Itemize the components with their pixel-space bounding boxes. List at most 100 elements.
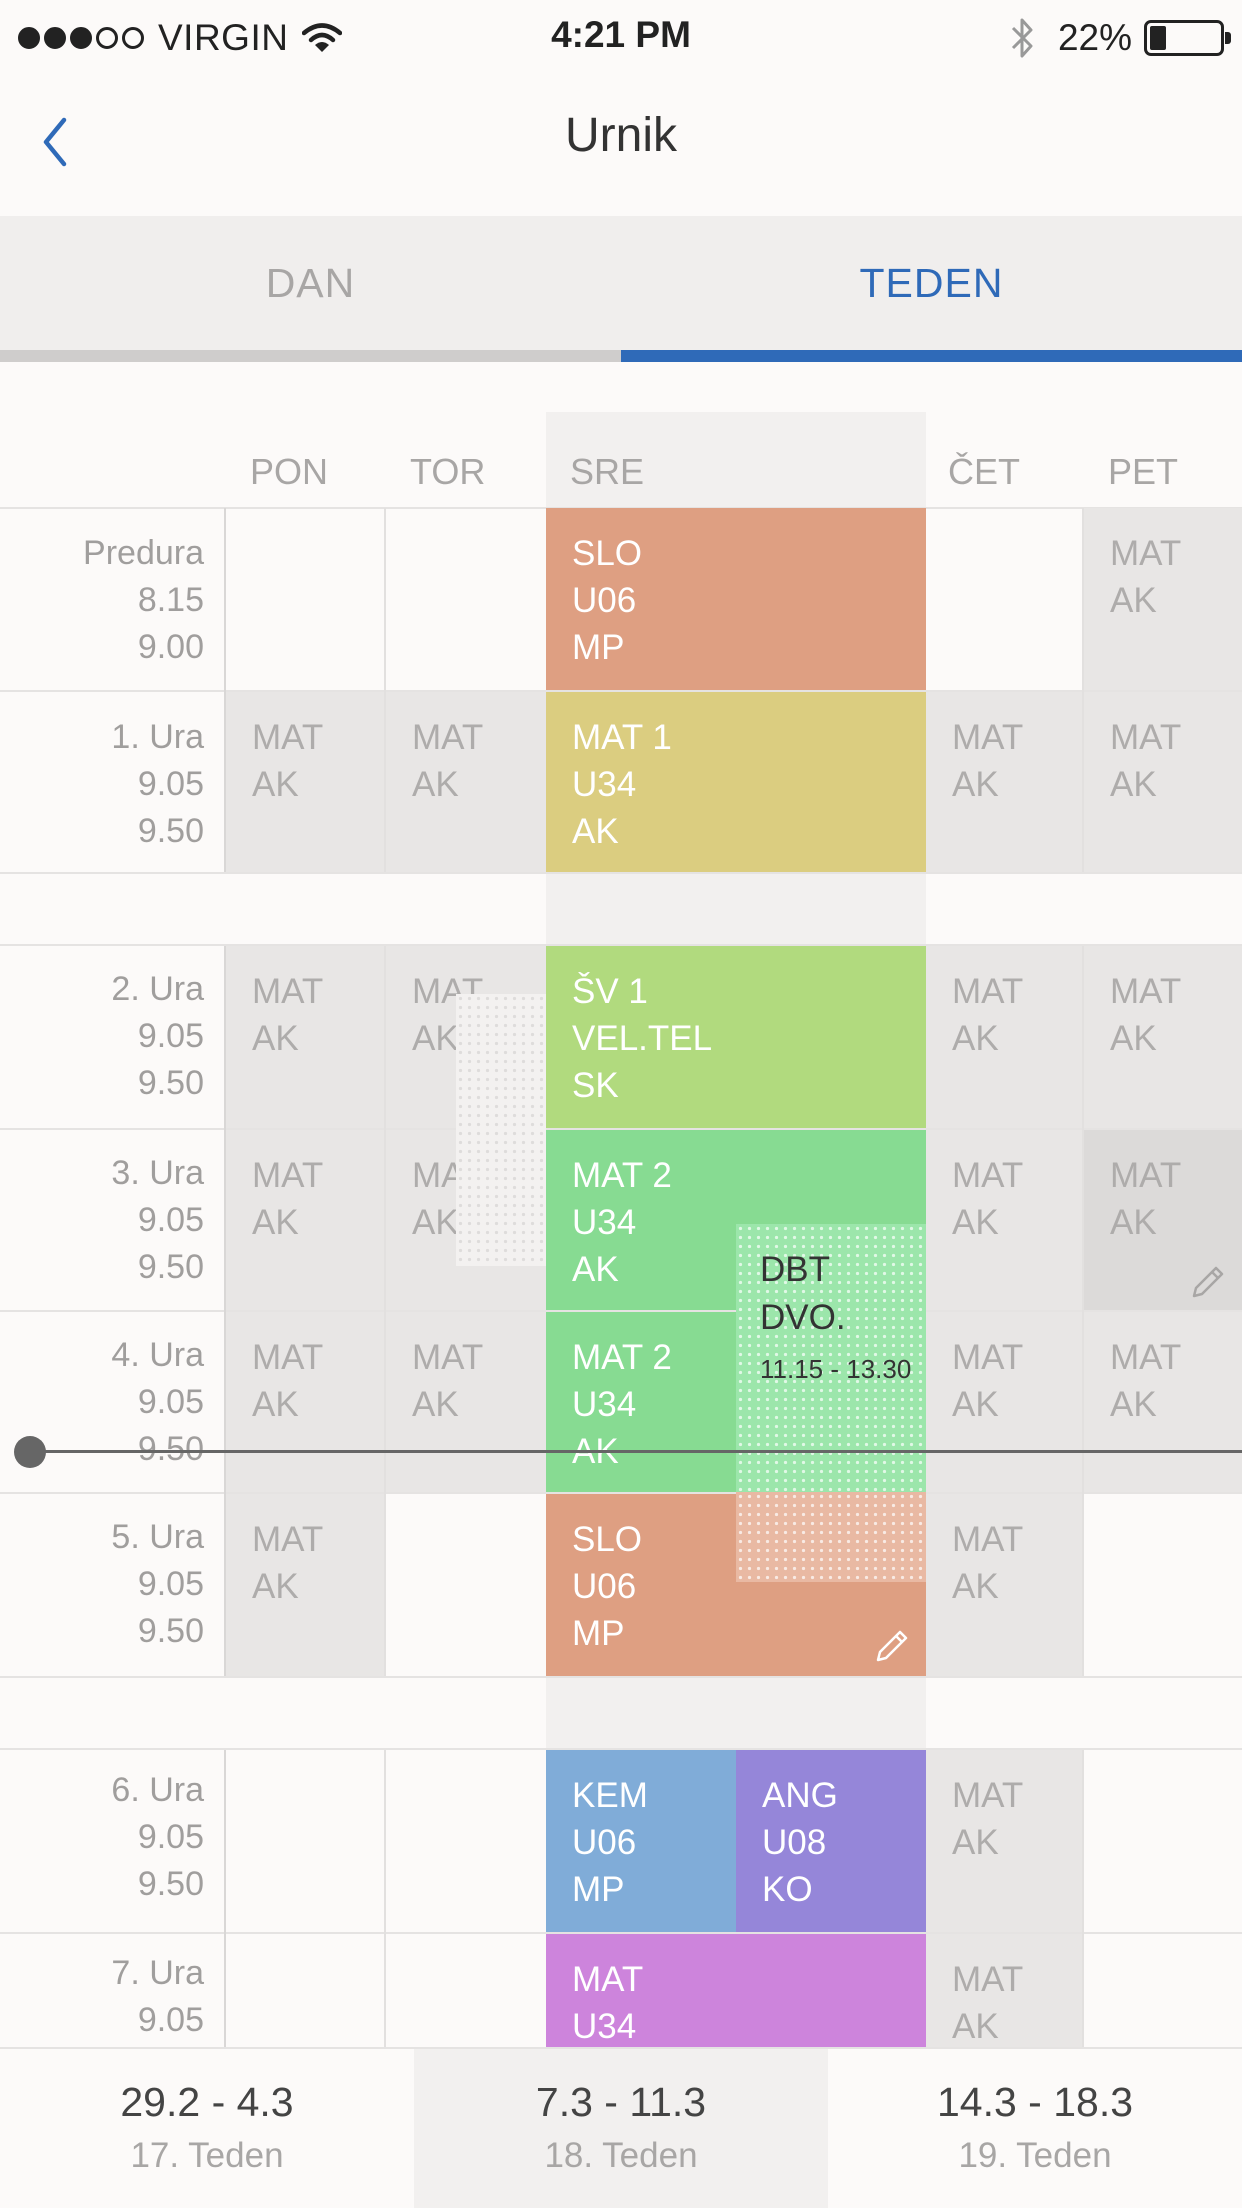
cell-room: U06 — [572, 1567, 637, 1606]
cell-teacher: AK — [252, 1567, 299, 1606]
period-end: 9.50 — [137, 1064, 204, 1102]
nav-bar: Urnik — [0, 74, 1242, 216]
period-label: 2. Ura 9.05 9.50 — [0, 966, 204, 1107]
period-start: 9.05 — [137, 1565, 204, 1603]
overlay-room: DVO. — [760, 1298, 846, 1337]
cell-subject: MAT — [252, 718, 324, 757]
period-end: 9.50 — [137, 1430, 204, 1468]
grid-line — [384, 1750, 386, 2047]
cell-teacher: AK — [952, 1385, 999, 1424]
cell-subject: MAT — [572, 1960, 644, 1999]
overlay-lesson-dbt[interactable]: DBT DVO. 11.15 - 13.30 — [736, 1224, 926, 1582]
cell-subject: MAT — [952, 972, 1024, 1011]
lesson-cell[interactable]: MAT AK — [926, 1750, 1082, 1932]
week-selector: 29.2 - 4.3 17. Teden 7.3 - 11.3 18. Tede… — [0, 2047, 1242, 2208]
lesson-cell[interactable]: MAT AK — [386, 1312, 546, 1492]
grid-line — [384, 508, 386, 872]
cell-subject: MAT — [252, 1338, 324, 1377]
period-end: 9.00 — [137, 628, 204, 666]
cell-teacher: AK — [1110, 1385, 1157, 1424]
period-name: 1. Ura — [111, 718, 204, 756]
lesson-cell-sv1[interactable]: ŠV 1 VEL.TEL SK — [546, 946, 926, 1128]
back-button[interactable] — [30, 102, 110, 182]
week-19[interactable]: 14.3 - 18.3 19. Teden — [828, 2049, 1242, 2208]
drag-placeholder — [456, 994, 546, 1266]
lesson-cell[interactable]: MAT AK — [1084, 946, 1242, 1128]
week-range: 7.3 - 11.3 — [535, 2079, 707, 2125]
week-label: 17. Teden — [130, 2136, 284, 2175]
current-time-dot — [14, 1436, 46, 1468]
week-17[interactable]: 29.2 - 4.3 17. Teden — [0, 2049, 414, 2208]
lesson-cell[interactable]: MAT AK — [1084, 692, 1242, 872]
status-time: 4:21 PM — [551, 14, 691, 55]
period-name: 4. Ura — [111, 1336, 204, 1374]
period-name: 7. Ura — [111, 1954, 204, 1992]
cell-subject: ANG — [762, 1776, 838, 1815]
lesson-cell[interactable]: MAT AK — [926, 1312, 1082, 1492]
period-end: 9.50 — [137, 812, 204, 850]
period-start: 9.05 — [137, 1201, 204, 1239]
period-end: 9.50 — [137, 1865, 204, 1903]
lesson-cell-mat1[interactable]: MAT 1 U34 AK — [546, 692, 926, 872]
lesson-cell[interactable]: MAT AK — [226, 946, 384, 1128]
cell-subject: MAT — [952, 718, 1024, 757]
period-name: Predura — [83, 534, 204, 572]
day-header-tor: TOR — [410, 451, 486, 492]
lesson-cell[interactable]: MAT AK — [1084, 1312, 1242, 1492]
cell-teacher: AK — [252, 1385, 299, 1424]
lesson-cell-ang[interactable]: ANG U08 KO — [736, 1750, 926, 1932]
lesson-cell[interactable]: MAT AK — [226, 1130, 384, 1310]
cell-teacher: AK — [952, 765, 999, 804]
cell-room: U08 — [762, 1823, 827, 1862]
week-18-active[interactable]: 7.3 - 11.3 18. Teden — [414, 2049, 828, 2208]
lesson-cell-kem[interactable]: KEM U06 MP — [546, 1750, 736, 1932]
period-label: 6. Ura 9.05 9.50 — [0, 1767, 204, 1908]
day-header-pon: PON — [250, 451, 329, 492]
period-name: 6. Ura — [111, 1771, 204, 1809]
period-label: 5. Ura 9.05 9.50 — [0, 1514, 204, 1655]
tab-day[interactable]: DAN — [265, 259, 356, 306]
lesson-cell[interactable]: MAT AK — [226, 1312, 384, 1492]
cell-teacher: AK — [952, 1823, 999, 1862]
cell-subject: MAT — [952, 1776, 1024, 1815]
cell-subject: MAT — [1110, 718, 1182, 757]
cell-subject: MAT — [1110, 1338, 1182, 1377]
lesson-cell[interactable]: MAT AK — [386, 692, 546, 872]
period-label: 4. Ura 9.05 9.50 — [0, 1332, 204, 1473]
cell-teacher: AK — [412, 1203, 459, 1242]
period-label: 3. Ura 9.05 9.50 — [0, 1150, 204, 1291]
lesson-cell[interactable]: MAT AK — [926, 1130, 1082, 1310]
lesson-cell-mat[interactable]: MAT U34 — [546, 1934, 926, 2047]
grid-line — [0, 872, 1242, 874]
grid-line — [1082, 508, 1084, 872]
lesson-cell[interactable]: MAT AK — [926, 946, 1082, 1128]
status-left: VIRGIN — [18, 14, 343, 62]
signal-bar-2 — [44, 27, 66, 49]
cell-teacher: MP — [572, 628, 625, 667]
cell-teacher: AK — [412, 765, 459, 804]
lesson-cell[interactable]: MAT AK — [926, 1934, 1082, 2047]
lesson-cell[interactable]: MAT AK — [926, 1494, 1082, 1676]
cell-subject: MAT 1 — [572, 718, 672, 757]
grid-line — [224, 508, 226, 872]
grid-line — [384, 946, 386, 1676]
lesson-cell[interactable]: MAT AK — [1084, 508, 1242, 690]
lesson-cell[interactable]: MAT AK — [226, 692, 384, 872]
lesson-cell[interactable]: MAT AK — [926, 692, 1082, 872]
overlay-lesson-background — [736, 1224, 926, 1492]
grid-line — [0, 1748, 1242, 1750]
cell-room: U34 — [572, 1385, 637, 1424]
period-start: 9.05 — [137, 1818, 204, 1856]
view-tabs: DAN TEDEN — [0, 216, 1242, 362]
lesson-cell[interactable]: MAT AK — [226, 1494, 384, 1676]
cell-subject: MAT — [952, 1156, 1024, 1195]
cell-subject: ŠV 1 — [572, 972, 648, 1011]
pencil-icon[interactable] — [872, 1626, 912, 1666]
day-header-pet: PET — [1108, 451, 1179, 492]
pencil-icon[interactable] — [1188, 1262, 1228, 1302]
tab-week[interactable]: TEDEN — [859, 259, 1004, 306]
cell-teacher: AK — [252, 765, 299, 804]
lesson-cell-slo[interactable]: SLO U06 MP — [546, 508, 926, 690]
cell-room: VEL.TEL — [572, 1019, 713, 1058]
cell-room: U06 — [572, 1823, 637, 1862]
